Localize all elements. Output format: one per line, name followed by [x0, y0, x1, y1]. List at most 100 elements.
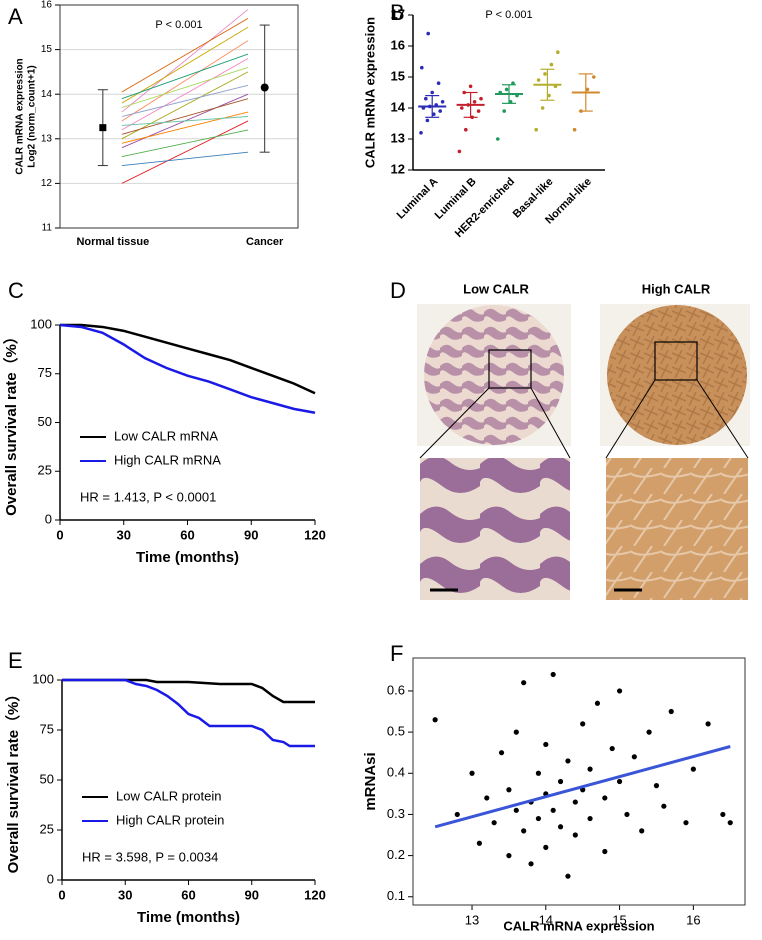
x-axis-title: Time (months) — [136, 549, 239, 566]
pair-line — [121, 84, 249, 117]
pair-line — [121, 67, 249, 109]
x-tick-label: 14 — [539, 912, 553, 927]
data-point — [484, 795, 490, 801]
data-point — [521, 680, 527, 686]
data-point — [690, 766, 696, 772]
tma-core — [424, 305, 564, 445]
data-point — [668, 708, 674, 715]
x-tick-label: 0 — [56, 527, 63, 542]
pair-line — [121, 111, 249, 144]
data-point — [631, 754, 637, 760]
zoom-line — [605, 379, 656, 459]
y-tick-label: 0.1 — [387, 888, 405, 903]
data-point — [436, 81, 441, 85]
data-point — [506, 853, 512, 859]
x-axis-title: Time (months) — [137, 909, 240, 926]
pair-line — [121, 9, 249, 113]
zoom-image — [420, 458, 570, 600]
x-tick-label: 16 — [686, 912, 700, 927]
data-point — [535, 815, 542, 822]
x-tick-label: 30 — [118, 887, 132, 902]
survival-curve — [62, 678, 315, 704]
data-point — [454, 811, 460, 818]
x-axis-title: CALR mRNA expression — [503, 918, 654, 933]
data-point — [511, 81, 515, 85]
mean-marker — [260, 83, 269, 92]
data-point — [602, 795, 608, 801]
y-tick-label: 0.5 — [387, 724, 405, 739]
zoom-line — [419, 387, 490, 459]
data-point — [557, 778, 564, 785]
data-point — [653, 783, 660, 789]
y-tick-label: 15 — [41, 44, 53, 55]
data-point — [476, 109, 481, 113]
data-point — [528, 861, 534, 867]
data-point — [521, 828, 527, 834]
data-point — [425, 118, 430, 123]
y-tick-label: 25 — [38, 463, 52, 478]
x-tick-label: 15 — [612, 912, 626, 927]
data-point — [496, 137, 500, 141]
data-point — [572, 127, 577, 132]
zoom-line — [530, 387, 571, 459]
y-tick-label: 0.4 — [387, 765, 405, 780]
y-tick-label: 13 — [41, 133, 53, 144]
data-point — [536, 78, 541, 82]
pair-line — [121, 129, 249, 158]
regression-line — [434, 745, 731, 829]
data-point — [535, 770, 542, 776]
panel-label: C — [8, 278, 24, 303]
x-tick-label: 120 — [304, 887, 326, 902]
survival-curve — [59, 323, 316, 414]
panel-label: D — [390, 278, 406, 303]
zoom-box — [488, 349, 532, 389]
legend-label: Low CALR protein — [116, 788, 222, 803]
x-tick-label: 0 — [58, 887, 65, 902]
y-tick-label: 100 — [32, 671, 54, 686]
data-point — [504, 87, 509, 92]
data-point — [543, 72, 547, 76]
data-point — [683, 820, 689, 826]
panel-label: F — [390, 641, 403, 666]
data-point — [502, 109, 507, 113]
y-tick-label: 0 — [45, 511, 52, 526]
y-tick-label: 75 — [40, 721, 54, 736]
data-point — [624, 811, 630, 818]
x-tick-label: 90 — [245, 887, 259, 902]
y-tick-label: 17 — [391, 6, 405, 21]
panel-label: A — [8, 4, 23, 29]
y-tick-label: 14 — [391, 99, 406, 114]
y-tick-label: 13 — [391, 130, 405, 145]
data-point — [468, 84, 473, 89]
data-point — [419, 131, 423, 135]
data-point — [457, 149, 462, 154]
data-point — [602, 848, 608, 855]
data-point — [557, 824, 564, 830]
data-point — [565, 758, 571, 764]
zoom-box — [654, 341, 698, 381]
y-tick-label: 16 — [41, 0, 53, 11]
data-point — [472, 100, 477, 104]
pair-line — [121, 151, 249, 167]
annotation: P < 0.001 — [485, 9, 532, 21]
y-tick-label: 50 — [40, 771, 54, 786]
y-tick-label: 12 — [41, 178, 53, 189]
data-point — [550, 807, 556, 813]
y-tick-label: 15 — [391, 68, 405, 83]
zoom-line — [696, 379, 749, 459]
data-point — [592, 75, 596, 79]
data-point — [565, 873, 571, 879]
data-point — [585, 87, 590, 92]
data-point — [432, 717, 438, 723]
y-tick-label: 75 — [38, 365, 52, 380]
y-tick-label: 0.6 — [387, 682, 405, 697]
data-point — [547, 93, 551, 98]
x-tick-label: Normal tissue — [76, 236, 149, 248]
legend-label: Low CALR mRNA — [114, 428, 218, 443]
data-point — [513, 729, 519, 735]
x-tick-label: Cancer — [246, 236, 284, 248]
data-point — [543, 741, 549, 748]
y-tick-label: 0.2 — [387, 847, 405, 862]
data-point — [556, 50, 560, 54]
